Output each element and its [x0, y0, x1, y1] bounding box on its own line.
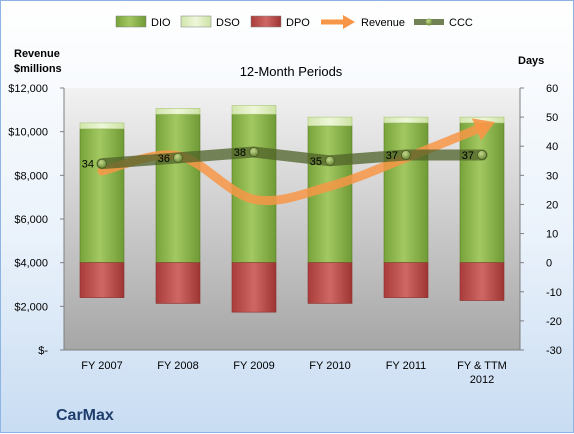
legend-label: Revenue	[361, 17, 405, 29]
right-tick-label: -30	[546, 345, 562, 357]
ccc-data-label: 36	[158, 153, 170, 165]
x-category-label: 2012	[470, 374, 494, 386]
ccc-point	[249, 147, 259, 157]
legend-swatch	[115, 15, 147, 28]
ccc-data-label: 35	[310, 156, 322, 168]
left-tick-label: $10,000	[8, 127, 48, 139]
legend-label: CCC	[449, 17, 473, 29]
right-tick-label: -20	[546, 316, 562, 328]
bar-dpo	[383, 262, 429, 298]
x-category-label: FY 2008	[157, 360, 198, 372]
plot-area	[64, 88, 520, 350]
bar-dpo	[155, 262, 201, 304]
x-category-label: FY 2011	[386, 360, 427, 372]
bar-dso	[155, 108, 201, 115]
x-category-label: FY 2009	[233, 360, 274, 372]
x-category-label: FY & TTM	[457, 360, 507, 372]
ccc-line	[96, 146, 488, 170]
chart-title: 12-Month Periods	[240, 64, 343, 79]
left-axis-label-line1: Revenue	[14, 48, 60, 60]
legend-marker	[425, 18, 433, 26]
ccc-point	[477, 150, 487, 160]
revenue-arrowhead	[471, 118, 495, 141]
x-category-label: FY 2010	[309, 360, 350, 372]
right-tick-label: 10	[546, 229, 558, 241]
bar-dso	[79, 122, 125, 130]
right-tick-label: 0	[546, 258, 552, 270]
bar-dso	[307, 116, 353, 127]
bar-dio	[383, 122, 429, 263]
bar-dio	[79, 128, 125, 263]
left-tick-label: $4,000	[14, 258, 48, 270]
bar-dpo	[459, 262, 505, 301]
x-category-label: FY 2007	[81, 360, 122, 372]
right-tick-label: 40	[546, 141, 558, 153]
bar-dso	[231, 105, 277, 115]
right-tick-label: 30	[546, 170, 558, 182]
right-tick-label: 50	[546, 112, 558, 124]
legend-label: DIO	[151, 17, 171, 29]
left-tick-label: $6,000	[14, 214, 48, 226]
legend-label: DPO	[286, 17, 310, 29]
legend-label: DSO	[216, 17, 240, 29]
ccc-point	[401, 150, 411, 160]
ccc-data-label: 37	[386, 150, 398, 162]
ccc-data-label: 38	[234, 147, 246, 159]
right-tick-label: 20	[546, 199, 558, 211]
left-tick-label: $12,000	[8, 83, 48, 95]
legend-arrowhead	[343, 15, 355, 29]
bar-dpo	[231, 262, 277, 313]
bar-dso	[383, 116, 429, 124]
right-axis-label: Days	[518, 55, 544, 67]
left-tick-label: $8,000	[14, 170, 48, 182]
bar-dio	[459, 122, 505, 263]
bar-dpo	[307, 262, 353, 304]
ccc-data-label: 34	[82, 159, 94, 171]
right-tick-label: -10	[546, 287, 562, 299]
legend-swatch	[250, 15, 282, 28]
ccc-point	[325, 155, 335, 166]
bar-dio	[155, 113, 201, 263]
company-label: CarMax	[56, 407, 114, 424]
legend-swatch	[180, 15, 212, 28]
ccc-point	[97, 158, 107, 169]
ccc-data-label: 37	[462, 150, 474, 162]
ccc-point	[173, 153, 183, 163]
right-tick-label: 60	[546, 83, 558, 95]
left-tick-label: $-	[38, 345, 48, 357]
left-tick-label: $2,000	[14, 301, 48, 313]
left-axis-label-line2: $millions	[14, 63, 62, 75]
bar-dpo	[79, 262, 125, 298]
